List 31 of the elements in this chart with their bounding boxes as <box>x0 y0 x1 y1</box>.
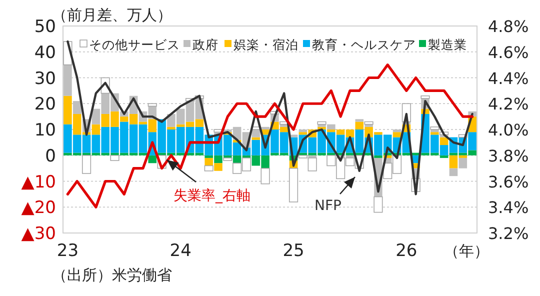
series-label: 失業率_右軸 <box>174 188 250 204</box>
legend-label: 教育・ヘルスケア <box>312 37 416 52</box>
x-axis-title: （年） <box>444 242 489 260</box>
y-tick-label: 40 <box>34 42 56 63</box>
x-tick-label: 23 <box>56 241 79 261</box>
text: （出所）米労働省 <box>52 266 172 284</box>
y2-tick-label: 3.2% <box>488 224 529 243</box>
legend-label: 娯楽・宿泊 <box>234 37 298 52</box>
y-tick-label: 10 <box>34 120 56 140</box>
y2-tick-label: 4.0% <box>488 120 529 140</box>
y-tick-label: 30 <box>34 68 56 89</box>
legend-label: 製造業 <box>428 37 467 52</box>
y-tick-label: ▲30 <box>21 224 56 244</box>
text: NFP <box>314 198 342 214</box>
y-tick-label: 50 <box>34 17 56 37</box>
y2-tick-label: 4.2% <box>488 94 529 114</box>
legend-label: その他サービス <box>89 37 180 52</box>
legend-label: 政府 <box>192 37 218 52</box>
y-tick-label: 0 <box>45 146 56 166</box>
y-tick-label: ▲10 <box>21 172 56 192</box>
y2-tick-label: 3.8% <box>488 146 529 166</box>
y2-tick-label: 4.4% <box>488 68 529 88</box>
y2-tick-label: 3.6% <box>488 172 529 192</box>
y2-tick-label: 4.6% <box>488 42 529 62</box>
y2-tick-label: 3.4% <box>488 198 529 218</box>
x-tick-label: 25 <box>282 241 304 261</box>
y2-tick-label: 4.8% <box>488 17 529 36</box>
x-tick-label: 24 <box>170 241 192 261</box>
y-tick-label: ▲20 <box>21 198 56 218</box>
y-tick-label: 20 <box>34 94 56 115</box>
x-tick-label: 26 <box>396 241 418 261</box>
